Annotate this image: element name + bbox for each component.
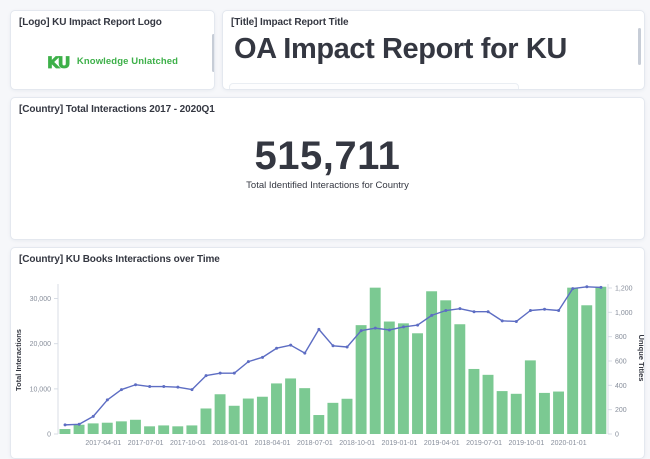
bar [228, 405, 240, 434]
bar [595, 286, 607, 434]
ku-logo-mark-icon: KU [47, 52, 70, 72]
bar [200, 408, 212, 434]
bar [144, 426, 156, 434]
svg-text:2017-04-01: 2017-04-01 [85, 440, 121, 447]
bar [426, 291, 438, 434]
panel-metric-title: [Country] Total Interactions 2017 - 2020… [19, 104, 215, 115]
panel-total-interactions: [Country] Total Interactions 2017 - 2020… [10, 97, 645, 240]
svg-text:400: 400 [615, 383, 627, 390]
report-heading: OA Impact Report for KU [234, 33, 567, 65]
panel-logo-scrollbar[interactable] [212, 34, 214, 72]
svg-text:2018-07-01: 2018-07-01 [297, 440, 333, 447]
bar [313, 415, 325, 434]
svg-text:600: 600 [615, 359, 627, 366]
svg-text:2019-04-01: 2019-04-01 [424, 440, 460, 447]
svg-text:1,000: 1,000 [615, 310, 633, 317]
right-axis-title: Unique Titles [637, 335, 645, 382]
bar [115, 421, 127, 434]
bar [242, 398, 254, 434]
bar [412, 333, 423, 434]
bar [214, 394, 226, 434]
bar [87, 423, 99, 434]
panel-logo-title: [Logo] KU Impact Report Logo [19, 17, 162, 28]
panel-title-scrollbar[interactable] [638, 28, 641, 65]
panel-interactions-chart: [Country] KU Books Interactions over Tim… [10, 247, 645, 459]
ku-logo-text: Knowledge Unlatched [76, 55, 179, 67]
combo-chart[interactable]: 0 10,000 20,000 30,000 0 200 400 600 800 1,000 1,2… [11, 248, 645, 459]
bar [440, 300, 452, 434]
svg-text:200: 200 [615, 407, 627, 414]
svg-text:2019-01-01: 2019-01-01 [382, 440, 418, 447]
panel-report-title: [Title] Impact Report Title OA Impact Re… [222, 10, 645, 90]
x-axis-labels: 2017-04-01 2017-07-01 2017-10-01 2018-01-01… [85, 440, 586, 447]
bar [581, 305, 593, 434]
bar [285, 378, 297, 434]
svg-text:KU: KU [47, 53, 70, 72]
bar [341, 398, 353, 434]
left-axis-ticks: 0 10,000 20,000 30,000 [30, 296, 58, 439]
svg-text:2018-04-01: 2018-04-01 [255, 440, 291, 447]
bar [482, 374, 494, 434]
bar [524, 360, 536, 434]
svg-text:20,000: 20,000 [30, 341, 52, 348]
svg-text:2019-10-01: 2019-10-01 [508, 440, 544, 447]
svg-text:0: 0 [615, 432, 619, 439]
svg-text:10,000: 10,000 [30, 386, 52, 393]
left-axis-title: Total Interactions [14, 329, 23, 391]
bar [369, 287, 381, 434]
bars-total-interactions [59, 286, 607, 434]
svg-text:2018-10-01: 2018-10-01 [339, 440, 375, 447]
panel-logo: [Logo] KU Impact Report Logo KU Knowledg… [10, 10, 215, 90]
svg-text:2019-07-01: 2019-07-01 [466, 440, 502, 447]
right-axis-ticks: 0 200 400 600 800 1,000 1,200 [608, 286, 633, 439]
clipped-content-box [229, 83, 519, 89]
bar [73, 424, 85, 434]
bar [496, 391, 508, 434]
bar [510, 393, 522, 434]
bar [454, 324, 466, 434]
bar [299, 388, 311, 434]
bar [158, 425, 170, 434]
line-points [63, 285, 603, 427]
ku-logo: KU Knowledge Unlatched [11, 41, 214, 81]
svg-text:2017-10-01: 2017-10-01 [170, 440, 206, 447]
panel-chart-title: [Country] KU Books Interactions over Tim… [19, 254, 220, 265]
svg-text:800: 800 [615, 334, 627, 341]
svg-text:0: 0 [47, 432, 51, 439]
bar [256, 396, 268, 434]
svg-text:2020-01-01: 2020-01-01 [551, 440, 587, 447]
bar [538, 392, 550, 434]
svg-text:2017-07-01: 2017-07-01 [128, 440, 164, 447]
bar [186, 425, 198, 434]
svg-text:30,000: 30,000 [30, 296, 52, 303]
bar [468, 368, 480, 434]
metric-label: Total Identified Interactions for Countr… [246, 180, 409, 191]
bar [567, 287, 579, 434]
svg-text:1,200: 1,200 [615, 286, 633, 293]
bar [130, 419, 141, 434]
bar [397, 323, 409, 434]
bar [553, 391, 564, 434]
svg-text:2018-01-01: 2018-01-01 [212, 440, 248, 447]
bar [101, 422, 113, 434]
bar [327, 402, 339, 434]
bar [355, 325, 367, 434]
panel-report-title-label: [Title] Impact Report Title [231, 17, 349, 28]
bar [59, 429, 71, 434]
bar [172, 426, 184, 434]
bar [383, 321, 395, 434]
bar [271, 383, 282, 434]
metric-value: 515,711 [254, 134, 401, 178]
